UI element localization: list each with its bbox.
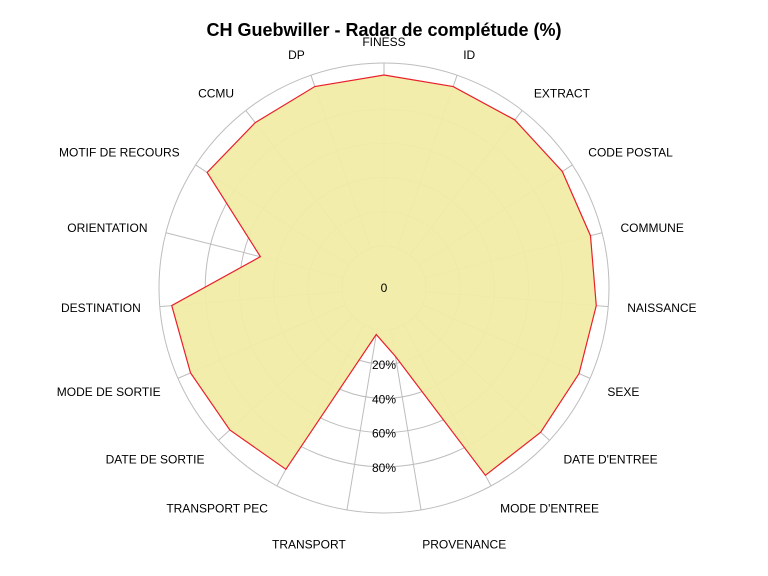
category-label: DATE DE SORTIE [106, 452, 205, 466]
category-label: TRANSPORT [272, 538, 346, 552]
category-label: DATE D'ENTREE [564, 452, 658, 466]
grid-spoke [346, 329, 378, 511]
category-label: DESTINATION [61, 301, 141, 315]
category-label: COMMUNE [621, 221, 684, 235]
category-label: ID [463, 48, 475, 62]
chart-title: CH Guebwiller - Radar de complétude (%) [206, 20, 561, 40]
grid-spoke [390, 329, 422, 511]
category-label: CCMU [198, 86, 234, 100]
category-label: MODE D'ENTREE [500, 502, 599, 516]
tick-label: 40% [372, 392, 396, 406]
radar-series [171, 74, 597, 477]
category-label: EXTRACT [534, 86, 591, 100]
tick-label: 0 [381, 281, 388, 295]
radar-category-labels: FINESS ID EXTRACT CODE POSTAL COMMUNE NAISSAN… [57, 35, 697, 552]
category-label: FINESS [362, 35, 405, 49]
category-label: MOTIF DE RECOURS [59, 146, 180, 160]
category-label: TRANSPORT PEC [166, 502, 268, 516]
category-label: ORIENTATION [67, 221, 147, 235]
category-label: DP [288, 48, 305, 62]
category-label: CODE POSTAL [588, 146, 673, 160]
series-area [171, 74, 597, 477]
radar-tick-labels: 0 20% 40% 60% 80% [372, 281, 396, 475]
category-label: NAISSANCE [627, 301, 696, 315]
tick-label: 80% [372, 461, 396, 475]
category-label: PROVENANCE [422, 538, 506, 552]
category-label: SEXE [607, 385, 639, 399]
tick-label: 60% [372, 427, 396, 441]
category-label: MODE DE SORTIE [57, 385, 161, 399]
tick-label: 20% [372, 358, 396, 372]
